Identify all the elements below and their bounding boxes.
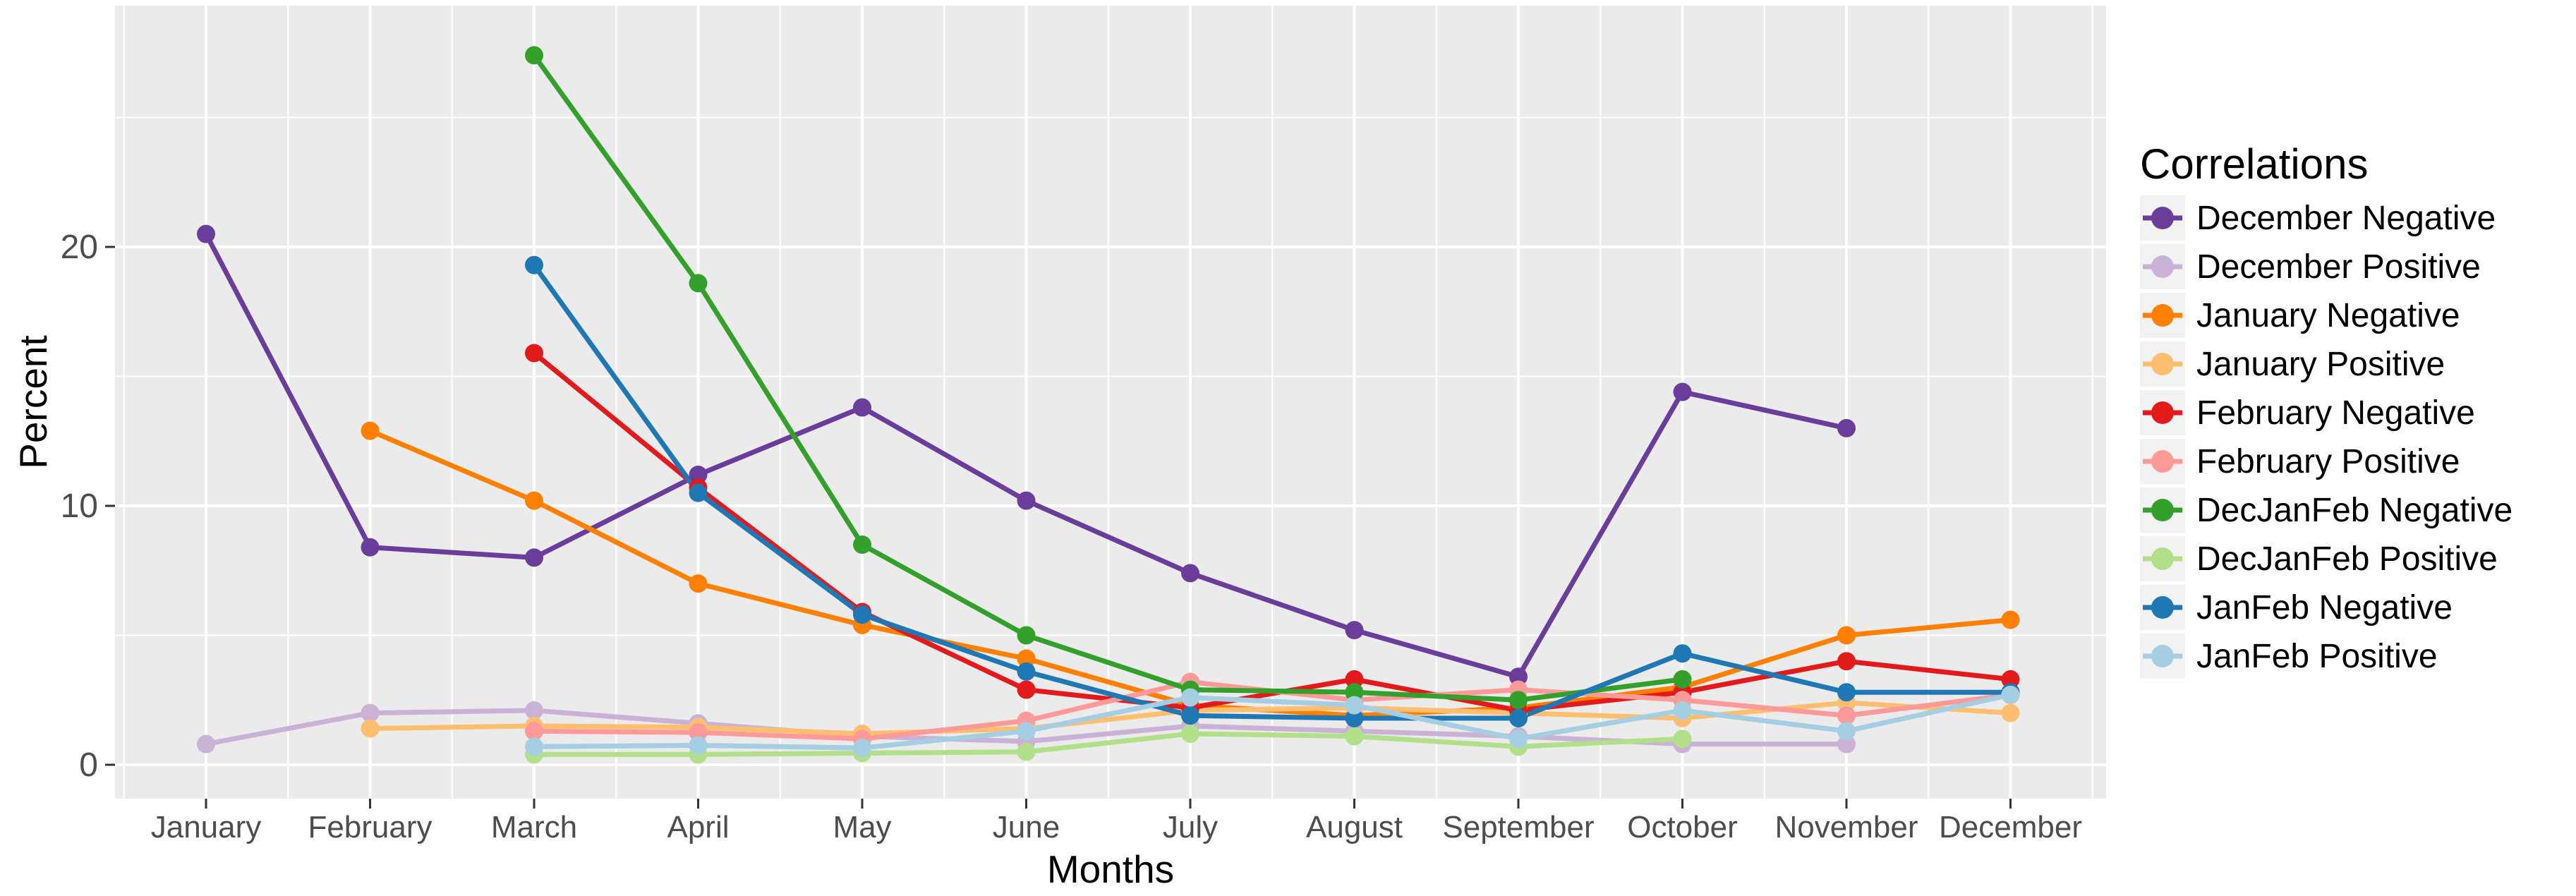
legend-item-label: December Negative <box>2196 199 2496 237</box>
svg-text:November: November <box>1775 810 1918 844</box>
x-axis-title: Months <box>1046 847 1175 891</box>
svg-text:September: September <box>1442 810 1594 844</box>
svg-text:February: February <box>308 810 432 844</box>
svg-text:January: January <box>151 810 262 844</box>
series-points-december-negative <box>197 224 1856 686</box>
axis-tick-marks <box>105 246 2012 809</box>
y-axis-tick-labels: 0 10 20 <box>61 229 98 784</box>
legend-item-label: December Positive <box>2196 248 2481 286</box>
series-line-janfeb-positive <box>531 692 2013 751</box>
legend-item-label: January Negative <box>2196 296 2460 334</box>
legend-key-swatch-february-positive <box>2140 439 2185 484</box>
legend-item-janfeb-negative: JanFeb Negative <box>2140 585 2512 630</box>
legend-title: Correlations <box>2140 140 2369 188</box>
legend-item-label: DecJanFeb Negative <box>2196 491 2513 529</box>
legend-item-february-negative: February Negative <box>2140 390 2512 435</box>
legend-key-swatch-decjanfeb-negative <box>2140 488 2185 533</box>
svg-text:10: 10 <box>61 488 98 525</box>
svg-text:June: June <box>993 810 1060 844</box>
legend-item-december-negative: December Negative <box>2140 195 2512 241</box>
legend: Correlations December Negative December P… <box>2140 140 2512 682</box>
series-line-february-negative <box>531 350 2013 713</box>
legend-key-swatch-decjanfeb-positive <box>2140 536 2185 581</box>
legend-key-swatch-january-positive <box>2140 341 2185 387</box>
svg-text:May: May <box>833 810 891 844</box>
svg-text:0: 0 <box>79 746 98 784</box>
legend-item-label: February Positive <box>2196 442 2460 480</box>
series-line-decjanfeb-positive <box>531 731 1685 757</box>
legend-item-february-positive: February Positive <box>2140 439 2512 484</box>
legend-key-swatch-january-negative <box>2140 293 2185 338</box>
svg-text:July: July <box>1163 810 1218 844</box>
legend-item-label: JanFeb Negative <box>2196 588 2453 626</box>
legend-item-label: DecJanFeb Positive <box>2196 540 2498 578</box>
legend-key-swatch-janfeb-negative <box>2140 585 2185 630</box>
legend-key-swatch-december-positive <box>2140 244 2185 289</box>
minor-gridlines <box>115 6 2106 799</box>
series-points-decjanfeb-negative <box>525 46 1692 710</box>
panel-background <box>115 6 2106 799</box>
legend-item-decjanfeb-positive: DecJanFeb Positive <box>2140 536 2512 581</box>
svg-text:October: October <box>1627 810 1738 844</box>
legend-item-label: January Positive <box>2196 345 2445 383</box>
legend-item-label: February Negative <box>2196 394 2475 432</box>
legend-item-january-negative: January Negative <box>2140 293 2512 338</box>
svg-text:April: April <box>667 810 729 844</box>
y-axis-title: Percent <box>11 335 55 469</box>
series-line-decjanfeb-negative <box>531 52 1685 703</box>
legend-item-january-positive: January Positive <box>2140 341 2512 387</box>
svg-text:December: December <box>1939 810 2082 844</box>
x-axis-tick-labels: January February March April May June July Augu… <box>151 810 2082 844</box>
svg-text:March: March <box>491 810 577 844</box>
svg-text:20: 20 <box>61 229 98 266</box>
series-points-janfeb-positive <box>525 685 2020 758</box>
legend-item-decjanfeb-negative: DecJanFeb Negative <box>2140 488 2512 533</box>
legend-item-december-positive: December Positive <box>2140 244 2512 289</box>
legend-key-swatch-janfeb-positive <box>2140 634 2185 679</box>
major-gridlines <box>115 6 2106 799</box>
legend-key-swatch-february-negative <box>2140 390 2185 435</box>
svg-text:August: August <box>1306 810 1403 844</box>
legend-item-janfeb-positive: JanFeb Positive <box>2140 634 2512 679</box>
legend-key-swatch-december-negative <box>2140 195 2185 241</box>
series-line-janfeb-negative <box>531 262 2013 721</box>
legend-items: December Negative December Positive Januar… <box>2140 195 2512 679</box>
legend-item-label: JanFeb Positive <box>2196 637 2438 675</box>
